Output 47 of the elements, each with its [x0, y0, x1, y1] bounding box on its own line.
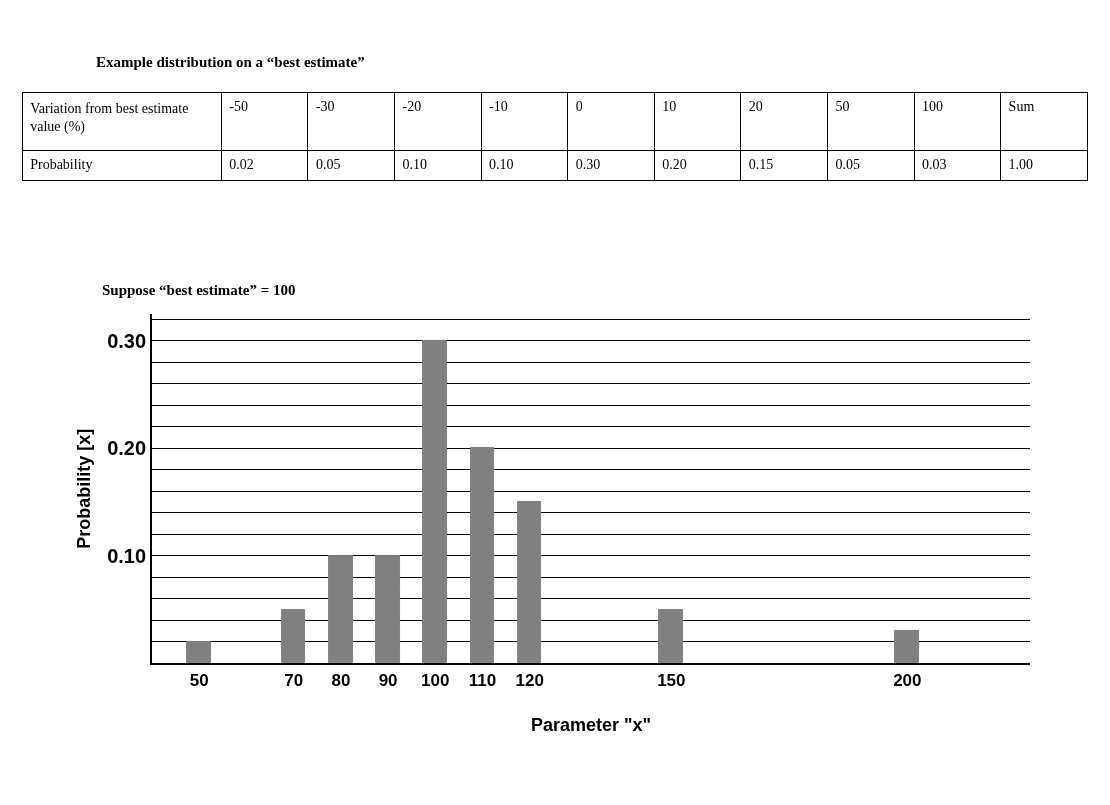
x-tick-label: 150	[657, 670, 686, 690]
text: 50	[835, 99, 850, 115]
bar	[894, 629, 920, 663]
bar	[328, 554, 354, 663]
text: 0	[575, 99, 583, 115]
text: 0.30	[575, 157, 601, 173]
text: Sum	[1008, 99, 1035, 115]
text: -20	[402, 99, 422, 115]
bar	[186, 640, 212, 663]
y-axis-title: Probability [x]	[73, 428, 94, 549]
bar	[470, 446, 495, 663]
x-tick-label: 70	[284, 670, 304, 690]
text: Variation from best estimate value (%)	[30, 100, 189, 135]
text: 0.03	[922, 157, 947, 173]
text: 0.10	[402, 157, 428, 173]
x-tick-label: 80	[331, 670, 351, 690]
text: 0.10	[489, 157, 514, 173]
text: -30	[315, 99, 335, 115]
chart-subtitle: Suppose “best estimate” = 100	[102, 282, 296, 298]
text: 0.20	[662, 157, 687, 173]
text: -50	[229, 99, 249, 115]
text: Probability	[30, 157, 93, 173]
bar	[375, 554, 401, 663]
x-tick-label: 100	[421, 670, 450, 690]
x-tick-label: 200	[893, 670, 922, 690]
text: 20	[748, 99, 763, 115]
text: 0.05	[315, 157, 341, 173]
x-tick-label: 90	[378, 670, 398, 690]
y-tick-label: 0.20	[107, 437, 147, 460]
text: 0.15	[748, 157, 774, 173]
text: 0.05	[835, 157, 860, 173]
bar	[517, 500, 542, 663]
x-axis-title: Parameter "x"	[531, 715, 652, 736]
x-tick-label: 110	[468, 670, 497, 690]
text: 100	[922, 99, 944, 115]
y-tick-label: 0.10	[107, 544, 147, 567]
bar	[658, 608, 684, 663]
text: 1.00	[1008, 157, 1034, 173]
x-tick-label: 120	[515, 670, 544, 690]
chart-title: Example distribution on a “best estimate”	[96, 54, 365, 70]
x-tick-label: 50	[189, 670, 209, 690]
text: 0.02	[229, 157, 254, 173]
bar	[422, 339, 448, 663]
text: -10	[489, 99, 508, 115]
y-tick-label: 0.30	[107, 329, 147, 352]
text: 10	[662, 99, 677, 115]
bar	[281, 608, 306, 663]
